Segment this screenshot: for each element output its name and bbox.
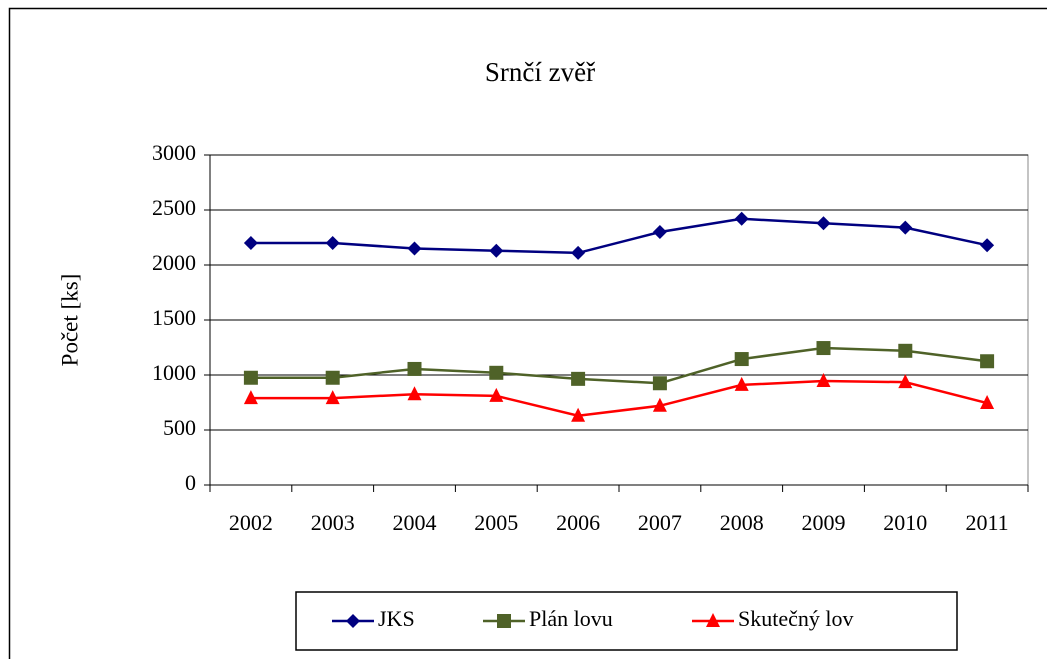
y-tick-label: 1000 <box>152 360 196 385</box>
marker <box>980 354 994 368</box>
marker <box>653 376 667 390</box>
chart-title: Srnčí zvěř <box>485 57 595 87</box>
marker <box>898 344 912 358</box>
marker <box>489 366 503 380</box>
marker <box>326 371 340 385</box>
y-tick-label: 1500 <box>152 305 196 330</box>
y-tick-label: 500 <box>163 415 196 440</box>
x-tick-label: 2003 <box>311 510 355 535</box>
marker <box>244 371 258 385</box>
x-tick-label: 2008 <box>720 510 764 535</box>
x-tick-label: 2004 <box>393 510 437 535</box>
x-tick-label: 2007 <box>638 510 682 535</box>
marker <box>408 362 422 376</box>
x-tick-label: 2006 <box>556 510 600 535</box>
x-tick-label: 2005 <box>474 510 518 535</box>
y-tick-label: 2000 <box>152 250 196 275</box>
y-tick-label: 2500 <box>152 195 196 220</box>
chart-frame <box>10 9 1047 660</box>
marker <box>571 372 585 386</box>
marker <box>497 614 511 628</box>
marker <box>817 341 831 355</box>
y-tick-label: 3000 <box>152 140 196 165</box>
x-tick-label: 2009 <box>802 510 846 535</box>
x-tick-label: 2010 <box>883 510 927 535</box>
marker <box>735 352 749 366</box>
x-tick-label: 2011 <box>966 510 1009 535</box>
x-tick-label: 2002 <box>229 510 273 535</box>
legend-label: JKS <box>378 606 415 631</box>
y-tick-label: 0 <box>185 470 196 495</box>
legend-label: Skutečný lov <box>738 606 854 631</box>
y-axis-label: Počet [ks] <box>57 274 82 367</box>
legend-label: Plán lovu <box>529 606 613 631</box>
